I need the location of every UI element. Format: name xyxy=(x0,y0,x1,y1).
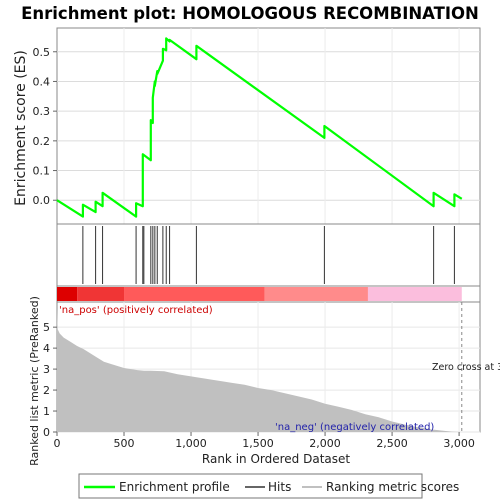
es-y-ticks: 0.0 0.1 0.2 0.3 0.4 0.5 xyxy=(33,46,57,207)
ranking-heat-bar xyxy=(56,285,481,303)
ranked-tick-label: 0 xyxy=(43,426,50,439)
x-axis-label: Rank in Ordered Dataset xyxy=(202,452,350,466)
hits-panel xyxy=(56,223,481,287)
x-tick-label: 2,000 xyxy=(309,437,341,450)
heat-segment xyxy=(367,287,462,301)
heat-segment xyxy=(77,287,125,301)
ranked-y-ticks: 0 1 2 3 4 5 xyxy=(43,321,57,439)
x-tick-label: 1,500 xyxy=(242,437,274,450)
es-tick-label: 0.0 xyxy=(33,194,51,207)
es-panel-frame xyxy=(56,27,481,225)
ranked-tick-label: 5 xyxy=(43,321,50,334)
hits-panel-frame xyxy=(56,223,481,287)
heat-segment xyxy=(57,287,78,301)
es-tick-label: 0.5 xyxy=(33,46,51,59)
chart-title: Enrichment plot: HOMOLOGOUS RECOMBINATIO… xyxy=(21,4,479,23)
x-axis-ticks: 0 500 1,000 1,500 2,000 2,500 3,000 xyxy=(54,432,475,450)
ranked-tick-label: 1 xyxy=(43,405,50,418)
es-tick-label: 0.2 xyxy=(33,135,51,148)
positively-correlated-label: 'na_pos' (positively correlated) xyxy=(59,305,213,316)
enrichment-profile-line xyxy=(56,37,463,218)
legend: Enrichment profile Hits Ranking metric s… xyxy=(78,473,459,499)
heat-segment xyxy=(124,287,265,301)
es-panel: 0.0 0.1 0.2 0.3 0.4 0.5 Enrichment score (ES) xyxy=(13,27,481,225)
es-tick-label: 0.1 xyxy=(33,165,51,178)
negatively-correlated-label: 'na_neg' (negatively correlated) xyxy=(275,422,434,433)
x-tick-label: 3,000 xyxy=(443,437,475,450)
x-tick-label: 1,000 xyxy=(175,437,207,450)
x-tick-label: 2,500 xyxy=(376,437,408,450)
heat-segments xyxy=(57,287,462,301)
legend-enrichment-label: Enrichment profile xyxy=(119,480,230,494)
es-y-axis-label: Enrichment score (ES) xyxy=(13,50,29,206)
ranked-y-axis-label: Ranked list metric (PreRanked) xyxy=(28,296,41,466)
ranked-tick-label: 2 xyxy=(43,384,50,397)
ranked-tick-label: 3 xyxy=(43,363,50,376)
x-tick-label: 0 xyxy=(54,437,61,450)
x-tick-label: 500 xyxy=(114,437,135,450)
legend-hits-label: Hits xyxy=(268,480,291,494)
hits-lines xyxy=(82,226,455,284)
legend-ranking-label: Ranking metric scores xyxy=(326,480,459,494)
zero-cross-label: Zero cross at 3 xyxy=(432,362,500,373)
heat-segment xyxy=(264,287,368,301)
ranking-metric-area xyxy=(57,308,462,432)
es-tick-label: 0.3 xyxy=(33,105,51,118)
ranked-tick-label: 4 xyxy=(43,342,50,355)
es-tick-label: 0.4 xyxy=(33,75,51,88)
